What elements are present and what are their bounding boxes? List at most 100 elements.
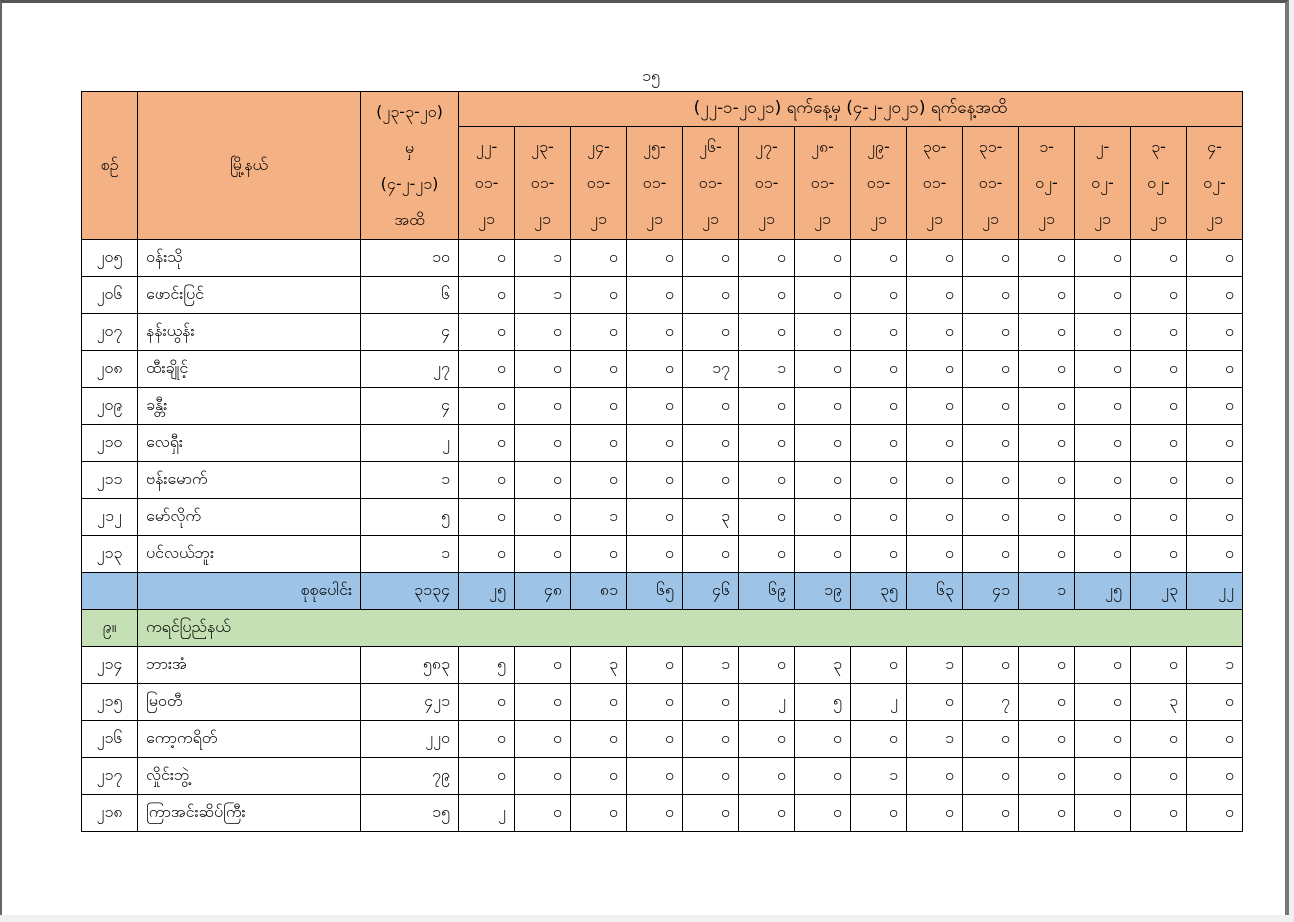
daily-cases: ၀	[962, 757, 1019, 795]
daily-cases: ၀	[626, 387, 683, 425]
header-date: ၄- ၀၂- ၂၁	[1186, 126, 1243, 240]
daily-cases: ၀	[1018, 794, 1075, 832]
header-date: ၃၀- ၀၁- ၂၁	[906, 126, 963, 240]
daily-cases: ၀	[850, 498, 907, 536]
daily-cases: ၀	[1074, 646, 1131, 684]
daily-cases: ၀	[1186, 683, 1243, 721]
header-date-part: ၂၅-	[643, 137, 666, 156]
cumulative-cases: ၆	[360, 276, 459, 314]
daily-cases: ၀	[626, 276, 683, 314]
daily-cases: ၀	[570, 276, 627, 314]
daily-cases: ၁	[514, 276, 571, 314]
header-date-part: ၀၁-	[642, 173, 667, 192]
daily-cases: ၀	[906, 498, 963, 536]
header-date-part: ၂၁	[982, 209, 999, 228]
daily-cases: ၀	[850, 239, 907, 277]
daily-cases: ၁	[570, 498, 627, 536]
daily-cases: ၀	[1074, 757, 1131, 795]
daily-cases: ၀	[738, 461, 795, 499]
daily-cases: ၀	[794, 239, 851, 277]
daily-cases: ၀	[458, 424, 515, 462]
daily-cases: ၇	[962, 683, 1019, 721]
daily-cases: ၀	[906, 757, 963, 795]
daily-cases: ၃	[794, 646, 851, 684]
daily-cases: ၀	[514, 461, 571, 499]
daily-cases: ၀	[1130, 387, 1187, 425]
daily-cases: ၁	[738, 350, 795, 388]
township-name: ဗန်းမောက်	[137, 461, 361, 499]
daily-cases: ၀	[1074, 424, 1131, 462]
daily-cases: ၀	[570, 535, 627, 573]
header-date-part: ၄-	[1207, 137, 1222, 156]
header-date: ၃၁- ၀၁- ၂၁	[962, 126, 1019, 240]
row-number: ၂၀၉	[81, 387, 138, 425]
daily-cases: ၀	[850, 350, 907, 388]
daily-cases: ၀	[1186, 498, 1243, 536]
daily-cases: ၀	[626, 794, 683, 832]
header-date-part: ၂၁	[758, 209, 775, 228]
daily-cases: ၂	[850, 683, 907, 721]
total-cumulative: ၃၁၃၄	[360, 572, 459, 610]
daily-cases: ၀	[458, 757, 515, 795]
header-dates-row: ၂၂- ၀၁- ၂၁ ၂၃- ၀၁- ၂၁ ၂၄- ၀၁- ၂၁ ၂၅- ၀၁- ၂၁ ၂၆- ၀၁- ၂၁…	[82, 126, 1243, 240]
row-number: ၂၁၀	[81, 424, 138, 462]
table-row: ၂၁၁ ဗန်းမောက်၁၀၀၀၀၀၀၀၀၀၀၀၀၀၀	[81, 461, 1243, 499]
header-date-part: ၂၈-	[811, 137, 834, 156]
daily-cases: ၁	[682, 646, 739, 684]
daily-cases: ၀	[682, 239, 739, 277]
daily-cases: ၀	[514, 387, 571, 425]
total-daily: ၆၃	[906, 572, 963, 610]
daily-cases: ၀	[794, 276, 851, 314]
total-label: စုစုပေါင်း	[137, 572, 361, 610]
daily-cases: ၀	[1074, 535, 1131, 573]
daily-cases: ၀	[1186, 239, 1243, 277]
daily-cases: ၁၇	[682, 350, 739, 388]
daily-cases: ၀	[794, 794, 851, 832]
cumulative-cases: ၂၂၀	[360, 720, 459, 758]
daily-cases: ၀	[738, 276, 795, 314]
header-date-part: ၂၁	[478, 209, 495, 228]
total-daily: ၄၈	[514, 572, 571, 610]
daily-cases: ၃	[1130, 683, 1187, 721]
cumulative-cases: ၁	[360, 535, 459, 573]
daily-cases: ၀	[1018, 313, 1075, 351]
daily-cases: ၀	[1018, 387, 1075, 425]
township-name: ကြာအင်းဆိပ်ကြီး	[137, 794, 361, 832]
total-daily: ၄၆	[682, 572, 739, 610]
table-row: ၂၀၆ ဖောင်းပြင်၆၀၁၀၀၀၀၀၀၀၀၀၀၀၀	[81, 276, 1243, 314]
total-daily: ၄၁	[962, 572, 1019, 610]
daily-cases: ၀	[682, 683, 739, 721]
daily-cases: ၀	[682, 387, 739, 425]
cumulative-cases: ၄	[360, 387, 459, 425]
daily-cases: ၀	[850, 535, 907, 573]
daily-cases: ၀	[1074, 387, 1131, 425]
daily-cases: ၀	[570, 757, 627, 795]
township-name: နန်းယွန်း	[137, 313, 361, 351]
daily-cases: ၀	[1130, 794, 1187, 832]
table-row: ၂၀၉ ခန္တီး၄၀၀၀၀၀၀၀၀၀၀၀၀၀၀	[81, 387, 1243, 425]
header-date: ၁- ၀၂- ၂၁	[1018, 126, 1075, 240]
daily-cases: ၀	[906, 794, 963, 832]
total-row: စုစုပေါင်း ၃၁၃၄ ၂၅ ၄၈ ၈၁ ၆၅ ၄၆ ၆၉ ၁၉ ၃၅ ၆၃ ၄၁၁၂၅ ၂၃၂…	[81, 572, 1243, 610]
daily-cases: ၀	[1186, 350, 1243, 388]
cumulative-cases: ၇၉	[360, 757, 459, 795]
daily-cases: ၀	[626, 313, 683, 351]
township-name: ကော့ကရိတ်	[137, 720, 361, 758]
daily-cases: ၀	[1130, 461, 1187, 499]
header-date: ၂၆- ၀၁- ၂၁	[682, 126, 739, 240]
header-date-part: ၂၁	[646, 209, 663, 228]
daily-cases: ၀	[626, 683, 683, 721]
total-daily: ၂၅	[458, 572, 515, 610]
header-date-part: ၂၁	[1150, 209, 1167, 228]
daily-cases: ၀	[850, 424, 907, 462]
daily-cases: ၀	[1018, 683, 1075, 721]
daily-cases: ၀	[1130, 313, 1187, 351]
header-date-part: ၂၁	[870, 209, 887, 228]
daily-cases: ၀	[962, 720, 1019, 758]
header-date-part: ၂၆-	[699, 137, 722, 156]
cumulative-cases: ၅	[360, 498, 459, 536]
table-row: ၂၀၅ ဝန်းသို ၁၀၀၁၀၀၀၀၀၀၀၀၀၀၀၀	[81, 239, 1243, 277]
header-date-part: ၀၁-	[866, 173, 891, 192]
daily-cases: ၀	[850, 646, 907, 684]
daily-cases: ၀	[682, 424, 739, 462]
